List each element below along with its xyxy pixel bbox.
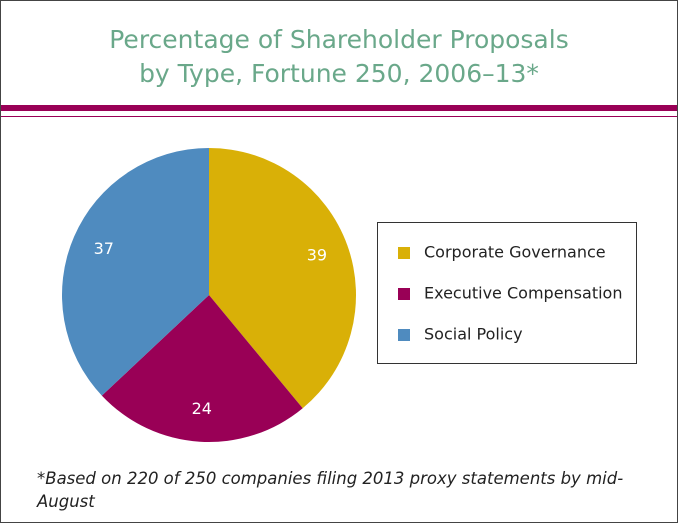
- legend-label: Corporate Governance: [424, 243, 606, 262]
- legend-swatch: [398, 288, 410, 300]
- pie-slice: [101, 295, 303, 442]
- footnote: *Based on 220 of 250 companies filing 20…: [37, 469, 624, 511]
- legend-label: Executive Compensation: [424, 284, 622, 303]
- data-label: 39: [307, 246, 327, 265]
- title-box: Percentage of Shareholder Proposals by T…: [1, 23, 677, 91]
- pie-slice: [62, 148, 209, 396]
- legend-swatch: [398, 329, 410, 341]
- legend-label: Social Policy: [424, 325, 523, 344]
- legend-swatch: [398, 247, 410, 259]
- data-label: 37: [94, 239, 114, 258]
- title-rule: [1, 105, 677, 111]
- legend-box: [377, 222, 637, 364]
- pie-slice: [209, 148, 356, 409]
- chart-title: Percentage of Shareholder Proposals by T…: [109, 25, 569, 88]
- data-label: 24: [192, 399, 212, 418]
